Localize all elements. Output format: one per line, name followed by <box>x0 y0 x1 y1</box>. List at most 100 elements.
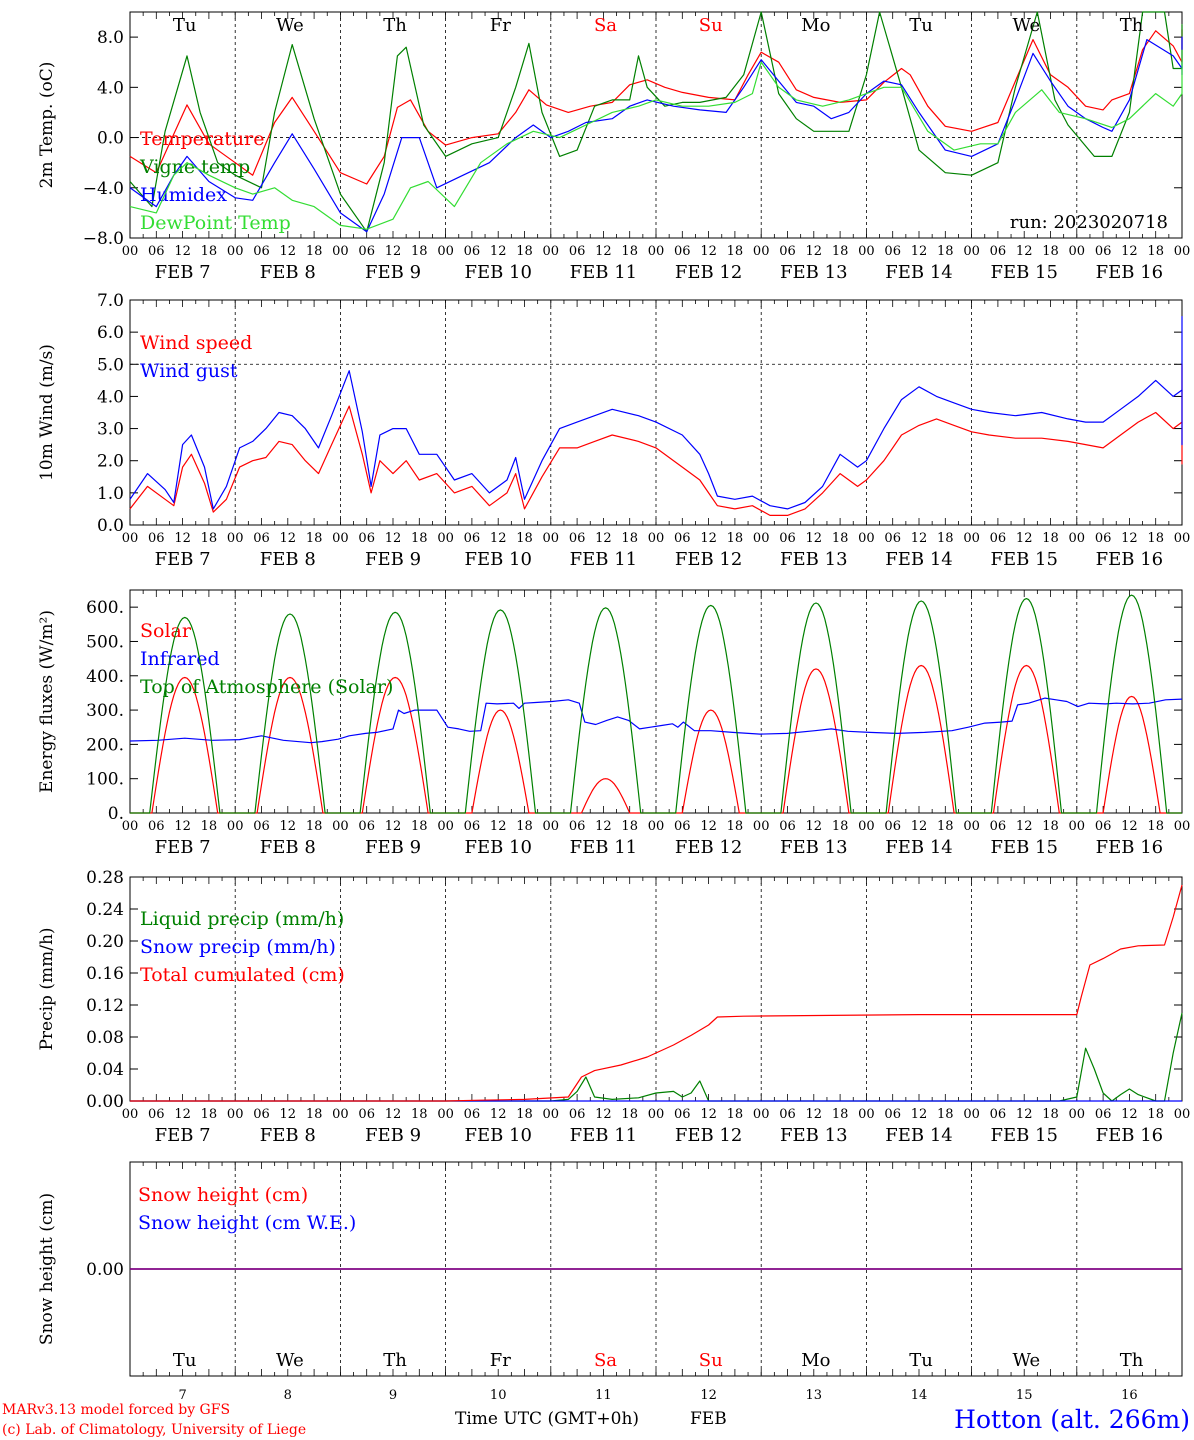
date-label: FEB 9 <box>365 837 421 858</box>
hour-label: 06 <box>884 531 901 546</box>
hour-label: 18 <box>1042 819 1059 834</box>
hour-label: 06 <box>990 244 1007 259</box>
date-label: FEB 12 <box>675 837 742 858</box>
hour-label: 12 <box>280 819 297 834</box>
y-tick-label: 0.00 <box>86 1092 124 1112</box>
hour-label: 06 <box>674 531 691 546</box>
hour-label: 12 <box>911 531 928 546</box>
hour-label: 00 <box>332 244 349 259</box>
weekday-label: Th <box>1120 15 1144 36</box>
date-label: FEB 16 <box>1096 1125 1163 1146</box>
plot-frame <box>129 299 1183 526</box>
hour-label: 06 <box>779 1107 796 1122</box>
hour-label: 12 <box>385 819 402 834</box>
hour-label: 06 <box>990 819 1007 834</box>
hour-label: 12 <box>595 1107 612 1122</box>
legend-entry: Top of Atmosphere (Solar) <box>140 676 393 698</box>
hour-label: 12 <box>806 244 823 259</box>
y-tick-label: 0.16 <box>86 964 124 984</box>
hour-label: 00 <box>122 244 139 259</box>
series-line-temperature <box>129 29 1183 185</box>
hour-label: 00 <box>543 531 560 546</box>
date-label: FEB 9 <box>365 549 421 570</box>
hour-label: 12 <box>700 1107 717 1122</box>
date-label: FEB 13 <box>780 1125 847 1146</box>
hour-label: 18 <box>1042 244 1059 259</box>
time-axis-wind: 00 06 12 18 00 06 12 18 00 06 12 18 00 06 12 18 00 06 12 18… <box>122 531 1191 570</box>
weekday-label: We <box>276 1350 304 1371</box>
hour-label: 06 <box>990 1107 1007 1122</box>
hour-label: 00 <box>543 1107 560 1122</box>
y-tick-label: 0.28 <box>86 868 124 888</box>
weekday-label: Th <box>1120 1350 1144 1371</box>
legend-entry: Temperature <box>140 128 264 150</box>
time-axis-title: Time UTC (GMT+0h) <box>455 1409 639 1429</box>
y-tick-label: 0.24 <box>86 900 124 920</box>
hour-label: 18 <box>621 531 638 546</box>
time-axis-temp: 00 06 12 18 00 06 12 18 00 06 12 18 00 06 12 18 00 06 12 18… <box>122 244 1191 283</box>
hour-label: 18 <box>411 531 428 546</box>
weekday-label: We <box>1012 1350 1040 1371</box>
date-label: FEB 16 <box>1096 549 1163 570</box>
hour-label: 00 <box>437 531 454 546</box>
date-label: FEB 7 <box>155 1125 211 1146</box>
hour-label: 06 <box>358 1107 375 1122</box>
day-number: 14 <box>911 1388 928 1403</box>
hour-label: 06 <box>569 1107 586 1122</box>
hour-label: 00 <box>753 244 770 259</box>
hour-label: 18 <box>621 819 638 834</box>
legend-entry: Liquid precip (mm/h) <box>140 908 344 930</box>
y-tick-label: 400. <box>86 667 124 687</box>
panel-snow: 0.00 Snow height (cm) Snow height (cm) Snow… <box>37 1161 1183 1377</box>
hour-label: 18 <box>516 819 533 834</box>
hour-label: 06 <box>1095 1107 1112 1122</box>
hour-label: 12 <box>1016 1107 1033 1122</box>
hour-label: 06 <box>253 531 270 546</box>
hour-label: 00 <box>963 1107 980 1122</box>
hour-label: 12 <box>174 531 191 546</box>
date-label: FEB 12 <box>675 262 742 283</box>
legend-entry: DewPoint Temp <box>140 212 291 234</box>
day-number: 12 <box>700 1388 717 1403</box>
weekday-label: Fr <box>490 15 511 36</box>
time-axes: 00 06 12 18 00 06 12 18 00 06 12 18 00 06 12 18 00 06 12 18… <box>122 244 1191 1403</box>
series-line-dewpoint-temp <box>129 49 1183 230</box>
day-number: 7 <box>178 1388 186 1403</box>
hour-label: 06 <box>884 819 901 834</box>
hour-label: 00 <box>122 819 139 834</box>
hour-label: 06 <box>674 244 691 259</box>
weekday-label: Sa <box>594 1350 617 1371</box>
hour-label: 12 <box>806 1107 823 1122</box>
hour-label: 00 <box>332 531 349 546</box>
hour-label: 06 <box>674 819 691 834</box>
legend-entry: Snow height (cm) <box>138 1184 308 1206</box>
date-label: FEB 12 <box>675 1125 742 1146</box>
weekday-label: Mo <box>801 1350 830 1371</box>
hour-label: 18 <box>727 819 744 834</box>
hour-label: 06 <box>884 1107 901 1122</box>
hour-label: 18 <box>937 244 954 259</box>
hour-label: 00 <box>648 531 665 546</box>
hour-label: 06 <box>148 244 165 259</box>
hour-label: 18 <box>306 531 323 546</box>
credit-line-1: MARv3.13 model forced by GFS <box>2 1402 230 1418</box>
hour-label: 06 <box>464 244 481 259</box>
hour-label: 18 <box>516 244 533 259</box>
legend-entry: Total cumulated (cm) <box>140 964 345 986</box>
hour-label: 00 <box>858 531 875 546</box>
date-label: FEB 14 <box>885 1125 952 1146</box>
weekday-label: Tu <box>909 15 933 36</box>
weekday-label: Th <box>383 1350 407 1371</box>
hour-label: 12 <box>806 819 823 834</box>
weekday-label: Mo <box>801 15 830 36</box>
hour-label: 12 <box>911 244 928 259</box>
credit-line-2: (c) Lab. of Climatology, University of L… <box>2 1422 306 1438</box>
hour-label: 12 <box>700 531 717 546</box>
legend-entry: Infrared <box>140 648 220 670</box>
hour-label: 06 <box>464 819 481 834</box>
hour-label: 18 <box>411 1107 428 1122</box>
date-label: FEB 14 <box>885 837 952 858</box>
hour-label: 00 <box>227 531 244 546</box>
day-number: 8 <box>284 1388 292 1403</box>
date-label: FEB 10 <box>464 262 531 283</box>
